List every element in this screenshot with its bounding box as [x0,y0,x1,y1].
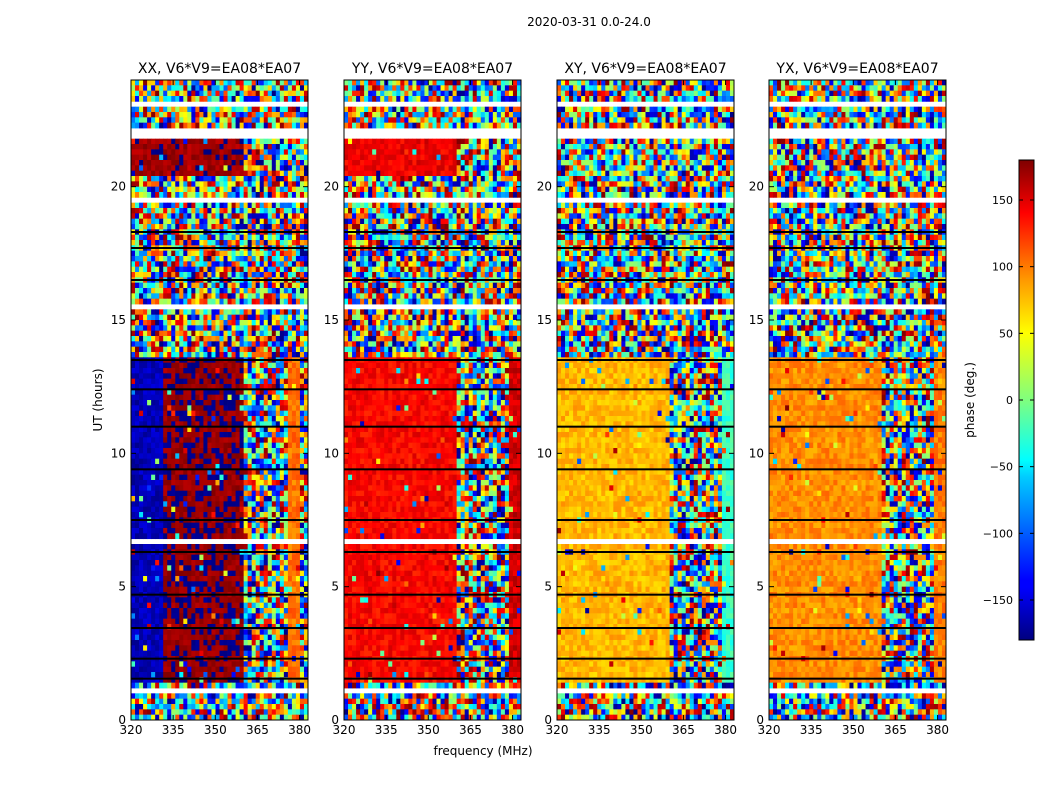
panel-3: XY, V6*V9=EA08*EA07 320 335 350 365 380 0 5 10 15… [537,61,737,737]
colorbar-tick-label: −150 [983,594,1013,607]
y-tick-label: 15 [111,313,126,327]
heatmap-cells [344,80,522,721]
x-tick-label: 365 [884,723,907,737]
y-tick-label: 10 [537,446,552,460]
colorbar-tick-label: 150 [992,194,1013,207]
x-tick-label: 320 [333,723,356,737]
x-tick-label: 365 [459,723,482,737]
panel-frame [768,79,947,721]
panel-title: XY, V6*V9=EA08*EA07 [564,61,726,77]
y-tick-label: 20 [324,180,339,194]
panel-1: XX, V6*V9=EA08*EA07 320 335 350 365 380 0 5 10 15… [111,61,311,737]
y-axis-label: UT (hours) [91,368,105,431]
x-tick-label: 350 [630,723,653,737]
y-tick-label: 5 [756,580,764,594]
y-tick-label: 20 [749,180,764,194]
x-tick-label: 350 [842,723,865,737]
y-tick-label: 20 [537,180,552,194]
x-tick-label: 335 [375,723,398,737]
heatmap-cells [131,80,309,721]
x-tick-label: 335 [800,723,823,737]
panel-frame [343,79,522,721]
colorbar-ticks: 150 100 50 0 −50 −100 −150 [983,194,1034,607]
x-tick-label: 380 [501,723,524,737]
panels: XX, V6*V9=EA08*EA07 320 335 350 365 380 0 5 10 15… [111,61,949,737]
x-tick-label: 320 [120,723,143,737]
panel-2: YY, V6*V9=EA08*EA07 320 335 350 365 380 0 5 10 15… [324,61,524,737]
heatmap-cells [557,80,735,721]
y-tick-label: 5 [544,580,552,594]
x-tick-label: 380 [714,723,737,737]
x-axis-label: frequency (MHz) [433,744,532,758]
colorbar-tick-label: −50 [990,461,1013,474]
colorbar-tick-label: 100 [992,261,1013,274]
y-tick-label: 0 [756,713,764,727]
heatmap-cells [769,80,947,721]
y-tick-label: 10 [111,446,126,460]
y-tick-label: 5 [118,580,126,594]
y-tick-label: 10 [324,446,339,460]
x-tick-label: 365 [246,723,269,737]
colorbar-tick-label: −100 [983,527,1013,540]
x-tick-label: 320 [546,723,569,737]
x-tick-label: 335 [588,723,611,737]
panel-frame [556,79,735,721]
y-tick-label: 15 [324,313,339,327]
panel-title: YX, V6*V9=EA08*EA07 [775,61,938,77]
y-tick-label: 20 [111,180,126,194]
x-tick-label: 365 [672,723,695,737]
y-tick-label: 0 [118,713,126,727]
panel-title: XX, V6*V9=EA08*EA07 [138,61,301,77]
y-tick-label: 0 [544,713,552,727]
panel-title: YY, V6*V9=EA08*EA07 [351,61,513,77]
x-tick-label: 320 [758,723,781,737]
colorbar-label: phase (deg.) [963,362,977,438]
colorbar-tick-label: 50 [999,327,1013,340]
panel-4: YX, V6*V9=EA08*EA07 320 335 350 365 380 0 5 10 15… [749,61,949,737]
figure-title: 2020-03-31 0.0-24.0 [527,15,651,29]
y-tick-label: 5 [331,580,339,594]
x-tick-label: 350 [204,723,227,737]
panel-frame [130,79,309,721]
y-tick-label: 15 [537,313,552,327]
x-tick-label: 380 [288,723,311,737]
colorbar: 150 100 50 0 −50 −100 −150 phase (deg.) [963,159,1035,641]
y-tick-label: 0 [331,713,339,727]
y-tick-label: 15 [749,313,764,327]
x-tick-label: 335 [162,723,185,737]
colorbar-tick-label: 0 [1006,394,1013,407]
y-tick-label: 10 [749,446,764,460]
x-tick-label: 350 [417,723,440,737]
x-tick-label: 380 [926,723,949,737]
